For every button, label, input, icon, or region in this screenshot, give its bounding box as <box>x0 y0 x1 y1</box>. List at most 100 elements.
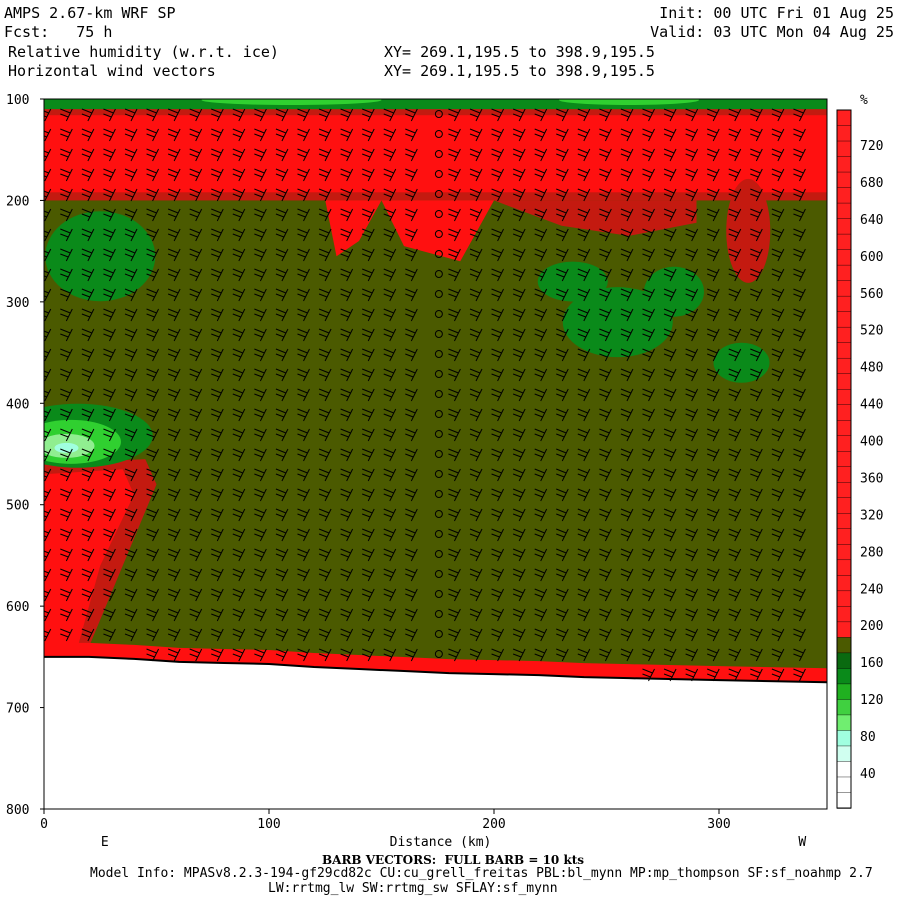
wind-barb <box>750 148 763 162</box>
wind-barb <box>275 448 289 462</box>
wind-barb <box>405 288 418 302</box>
wind-barb <box>167 148 181 162</box>
wind-barb <box>620 348 634 362</box>
wind-barb <box>793 388 806 402</box>
wind-barb <box>556 208 569 222</box>
wind-barb <box>146 348 160 362</box>
wind-barb <box>318 448 332 462</box>
wind-barb <box>124 368 138 382</box>
wind-barb <box>728 608 742 622</box>
wind-barb <box>685 408 699 422</box>
wind-barb <box>534 148 548 162</box>
wind-barb <box>44 388 52 402</box>
wind-barb <box>491 388 505 402</box>
wind-barb <box>44 308 52 322</box>
wind-barb <box>750 108 763 122</box>
wind-barb <box>189 148 203 162</box>
wind-barb <box>254 448 267 462</box>
wind-barb <box>642 408 655 422</box>
wind-barb <box>211 648 224 662</box>
wind-barb <box>362 448 375 462</box>
wind-barb <box>793 668 806 682</box>
wind-barb <box>577 468 591 482</box>
colorbar-cell <box>836 249 852 266</box>
wind-barb <box>405 608 418 622</box>
wind-barb <box>232 308 246 322</box>
wind-barb <box>81 508 95 522</box>
wind-barb <box>189 308 203 322</box>
wind-barb <box>771 128 785 142</box>
wind-barb <box>232 208 246 222</box>
wind-barb <box>534 608 548 622</box>
wind-barb <box>146 588 160 602</box>
wind-barb <box>232 148 246 162</box>
wind-barb <box>124 108 138 122</box>
wind-barb <box>362 648 375 662</box>
wind-barb <box>469 308 483 322</box>
wind-barb <box>297 168 310 182</box>
wind-barb <box>599 468 612 482</box>
wind-barb <box>189 528 203 542</box>
wind-barb <box>642 628 655 642</box>
wind-barb <box>707 348 720 362</box>
wind-barb <box>211 108 224 122</box>
wind-barb <box>577 148 591 162</box>
wind-barb <box>275 428 289 442</box>
wind-barb <box>469 608 483 622</box>
wind-barb <box>362 628 375 642</box>
wind-barb <box>491 468 505 482</box>
wind-barb <box>469 328 483 342</box>
dry-pocket-core <box>54 442 79 453</box>
wind-barb <box>685 228 699 242</box>
wind-barb <box>577 528 591 542</box>
wind-barb <box>362 588 375 602</box>
wind-barb <box>793 188 806 202</box>
wind-barb <box>534 508 548 522</box>
wind-barb <box>275 508 289 522</box>
colorbar-cell <box>836 187 852 204</box>
wind-barb <box>620 128 634 142</box>
wind-barb <box>275 108 289 122</box>
wind-barb <box>491 648 505 662</box>
wind-barb <box>362 428 375 442</box>
wind-barb <box>512 548 526 562</box>
wind-barb <box>448 268 461 282</box>
wind-barb <box>577 628 591 642</box>
wind-barb <box>642 108 655 122</box>
wind-barb <box>167 448 181 462</box>
wind-barb <box>44 568 52 582</box>
y-tick-label: 500 <box>6 499 29 514</box>
wind-barb <box>448 428 461 442</box>
wind-barb <box>469 148 483 162</box>
wind-barb <box>728 428 742 442</box>
wind-barb <box>189 648 203 662</box>
wind-barb <box>297 428 310 442</box>
wind-barb <box>512 128 526 142</box>
wind-barb <box>771 588 785 602</box>
wind-barb <box>405 308 418 322</box>
colorbar-tick-label: 280 <box>860 545 883 560</box>
wind-barb <box>556 368 569 382</box>
wind-barb <box>103 568 116 582</box>
wind-barb <box>620 248 634 262</box>
wind-barb <box>275 228 289 242</box>
wind-barb <box>275 528 289 542</box>
wind-barb <box>707 328 720 342</box>
wind-barb <box>275 348 289 362</box>
wind-barb <box>167 248 181 262</box>
wind-barb <box>793 588 806 602</box>
wind-barb <box>124 168 138 182</box>
wind-barb <box>383 448 397 462</box>
colorbar-cell <box>836 513 852 530</box>
wind-barb <box>340 548 354 562</box>
wind-barb <box>60 508 73 522</box>
colorbar-cell <box>836 637 852 654</box>
x-tick-label: 0 <box>40 817 48 832</box>
y-tick-label: 100 <box>6 93 29 108</box>
wind-barb <box>405 548 418 562</box>
wind-barb <box>81 368 95 382</box>
wind-barb <box>81 628 95 642</box>
wind-barb <box>512 148 526 162</box>
wind-barb <box>750 648 763 662</box>
red-intrusion-1 <box>325 200 382 257</box>
